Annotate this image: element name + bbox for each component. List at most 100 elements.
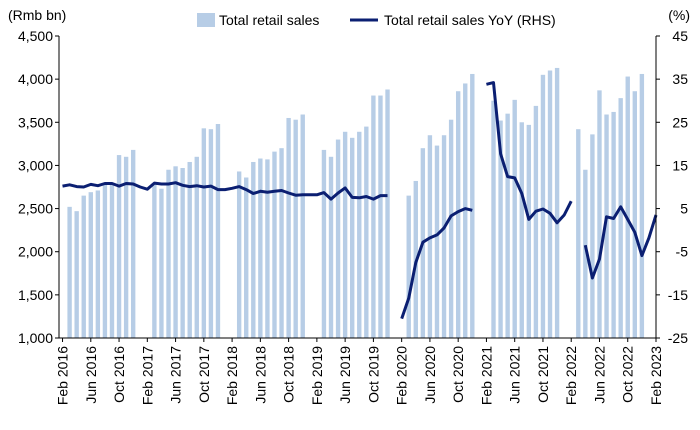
- retail-sales-bar: [554, 67, 560, 338]
- left-tick-label: 2,000: [18, 244, 53, 260]
- right-tick-label: 45: [672, 28, 688, 44]
- left-tick-label: 3,000: [18, 157, 53, 173]
- retail-sales-bar: [173, 166, 178, 338]
- retail-sales-bar: [406, 195, 411, 338]
- right-tick-label: 5: [680, 201, 688, 217]
- retail-sales-bar: [357, 131, 362, 338]
- x-tick-label: Oct 2022: [620, 346, 636, 403]
- right-tick-label: -15: [668, 287, 688, 303]
- x-tick-label: Jun 2017: [168, 346, 184, 404]
- left-tick-label: 2,500: [18, 201, 53, 217]
- x-tick-label: Oct 2017: [196, 346, 212, 403]
- retail-sales-bar: [215, 124, 221, 338]
- left-tick-label: 1,500: [18, 287, 53, 303]
- yoy-line-segment: [583, 205, 658, 280]
- x-tick-label: Feb 2017: [139, 346, 155, 405]
- retail-sales-bar: [533, 105, 539, 339]
- retail-sales-bar: [272, 151, 277, 338]
- retail-sales-bar: [258, 158, 263, 338]
- right-tick-label: 15: [672, 157, 688, 173]
- retail-sales-bar: [364, 126, 369, 338]
- retail-sales-bar: [236, 171, 242, 338]
- retail-sales-bar: [519, 122, 524, 339]
- legend-bar-label: Total retail sales: [219, 12, 319, 28]
- retail-sales-bar: [130, 149, 136, 338]
- retail-sales-bar: [321, 149, 327, 338]
- retail-sales-bar: [505, 113, 510, 339]
- x-tick-label: Oct 2021: [535, 346, 551, 403]
- retail-sales-bar: [251, 161, 256, 338]
- retail-sales-bar: [470, 73, 475, 339]
- retail-sales-bar: [583, 169, 588, 338]
- retail-sales-bar: [244, 177, 249, 338]
- retail-sales-bar: [342, 131, 348, 338]
- retail-sales-bar: [463, 83, 468, 338]
- axes: [55, 35, 660, 342]
- right-tick-label: 35: [672, 71, 688, 87]
- x-tick-label: Oct 2019: [365, 346, 381, 403]
- retail-sales-bar: [625, 76, 630, 338]
- left-tick-label: 3,500: [18, 114, 53, 130]
- retail-sales-bar: [547, 70, 553, 338]
- x-tick-label: Feb 2021: [478, 346, 494, 405]
- yoy-line-segment: [486, 81, 573, 225]
- left-tick-label: 1,000: [18, 330, 53, 346]
- legend-bar-swatch: [197, 13, 215, 27]
- retail-sales-bar: [632, 91, 637, 338]
- x-tick-label: Jun 2022: [591, 346, 607, 404]
- x-tick-label: Feb 2023: [648, 346, 664, 405]
- retail-sales-bar: [498, 120, 503, 338]
- retail-sales-bar: [350, 137, 355, 338]
- retail-sales-bar: [328, 156, 334, 338]
- x-tick-label: Feb 2022: [563, 346, 579, 405]
- retail-sales-bar: [201, 128, 207, 338]
- x-tick-label: Oct 2018: [281, 346, 297, 403]
- yoy-line-segment: [62, 181, 388, 201]
- retail-sales-bar: [434, 145, 440, 338]
- retail-sales-bar: [123, 156, 129, 338]
- right-tick-label: -25: [668, 330, 688, 346]
- retail-sales-bar: [385, 89, 390, 338]
- retail-sales-bar: [95, 190, 101, 338]
- x-tick-label: Jun 2020: [422, 346, 438, 404]
- retail-sales-bar: [159, 188, 164, 338]
- retail-sales-bar: [597, 90, 602, 338]
- yoy-line-segment: [400, 207, 473, 320]
- left-axis-ticks: 1,000 1,500 2,000 2,500 3,000 3,500 4,000 4,500: [18, 28, 53, 346]
- retail-sales-bar: [293, 119, 298, 338]
- x-axis-ticks: Feb 2016 Jun 2016 Oct 2016 Feb 2017 Jun 2017…: [55, 346, 664, 405]
- retail-sales-bar: [67, 206, 72, 338]
- x-tick-label: Jun 2016: [83, 346, 99, 404]
- left-tick-label: 4,000: [18, 71, 53, 87]
- left-tick-label: 4,500: [18, 28, 53, 44]
- x-tick-label: Jun 2019: [337, 346, 353, 404]
- retail-sales-bar: [152, 184, 157, 338]
- retail-sales-bar: [526, 124, 532, 338]
- retail-sales-bar: [81, 195, 86, 338]
- retail-sales-bar: [208, 129, 214, 338]
- retail-sales-bar: [265, 159, 270, 338]
- retail-sales-bar: [279, 148, 284, 338]
- retail-sales-bar: [576, 129, 581, 338]
- x-tick-label: Jun 2021: [507, 346, 523, 404]
- right-tick-label: -5: [676, 244, 689, 260]
- retail-sales-bar: [512, 99, 517, 338]
- retail-sales-bar: [166, 169, 171, 338]
- right-tick-label: 25: [672, 114, 688, 130]
- retail-sales-bar: [604, 114, 609, 339]
- retail-sales-bar: [590, 134, 595, 338]
- retail-sales-bar: [540, 74, 546, 338]
- left-axis-label: (Rmb bn): [8, 7, 66, 23]
- x-tick-label: Jun 2018: [252, 346, 268, 404]
- retail-sales-bar: [286, 117, 291, 338]
- retail-sales-bar: [618, 98, 623, 338]
- retail-sales-bar: [639, 73, 645, 339]
- retail-sales-bar: [300, 114, 305, 339]
- retail-sales-bar: [455, 91, 461, 338]
- retail-sales-bar: [611, 111, 616, 338]
- retail-sales-bar: [378, 95, 383, 338]
- retail-sales-bar: [335, 139, 341, 338]
- retail-sales-bar: [109, 182, 115, 338]
- retail-sales-bar: [180, 168, 185, 338]
